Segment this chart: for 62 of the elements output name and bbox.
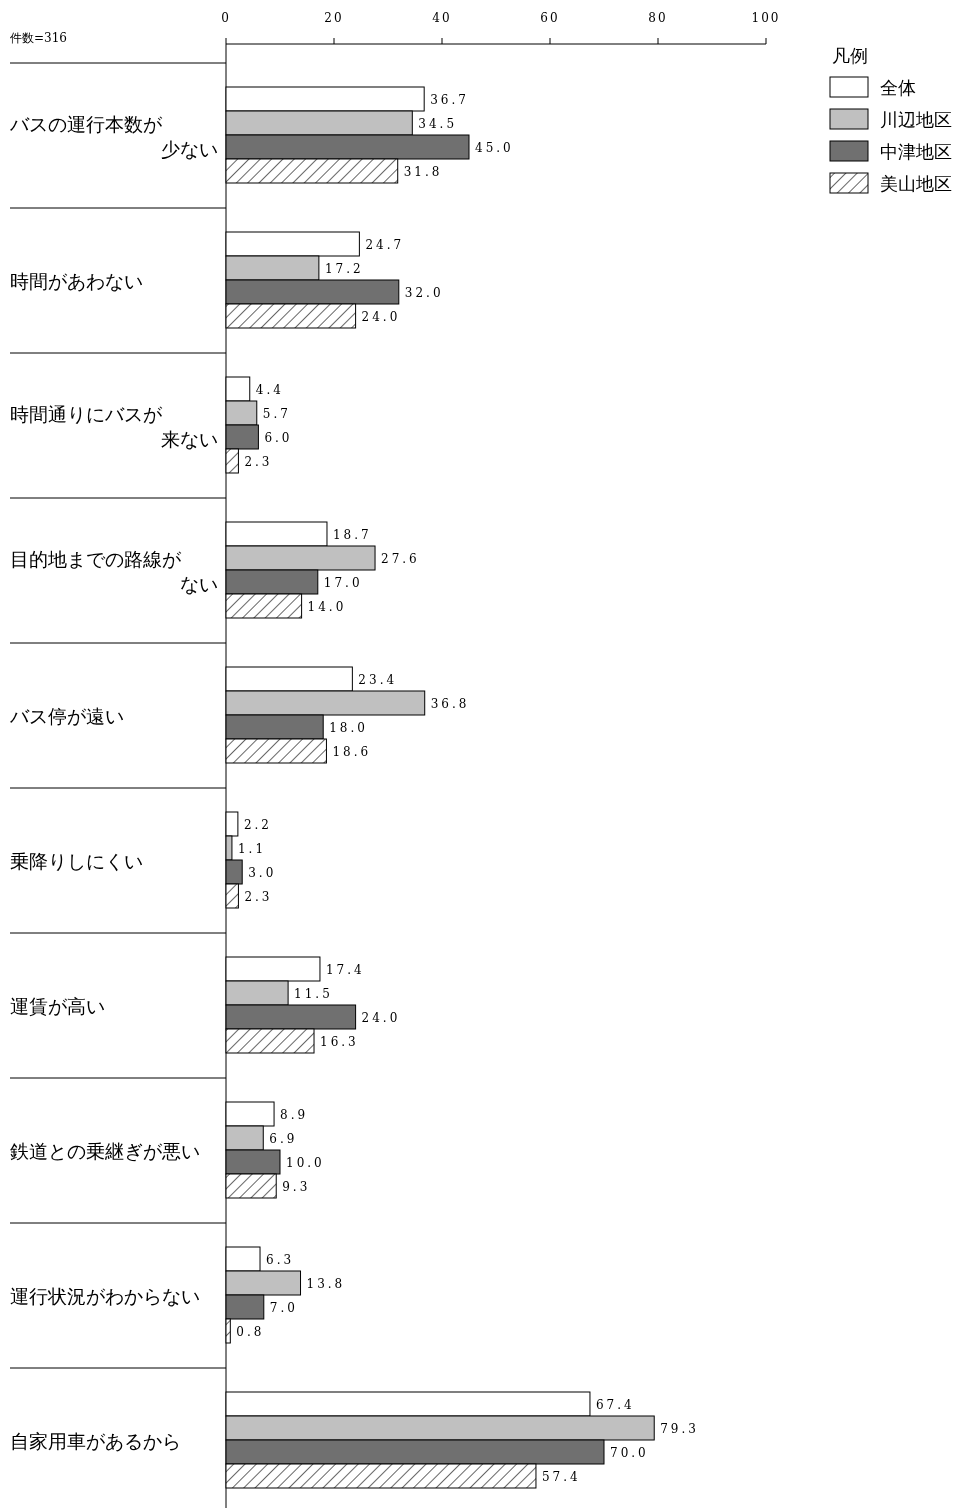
category-label: 目的地までの路線がない	[10, 547, 218, 595]
data-label: 6.3	[266, 1253, 295, 1267]
x-tick-label: 40	[432, 11, 452, 25]
text: 件数=316	[10, 31, 67, 45]
data-label: 9.3	[282, 1180, 311, 1194]
data-label: 34.5	[418, 117, 458, 131]
data-label: 18.6	[332, 745, 372, 759]
data-label: 67.4	[595, 1398, 635, 1412]
category-label: バスの運行本数が少ない	[10, 112, 218, 160]
legend-label: 中津地区	[880, 141, 952, 162]
data-label: 6.9	[269, 1132, 298, 1146]
category-label: 自家用車があるから	[10, 1429, 181, 1452]
data-label: 32.0	[404, 286, 444, 300]
data-label: 14.0	[307, 600, 347, 614]
data-label: 10.0	[286, 1156, 325, 1170]
data-label: 36.7	[430, 93, 469, 107]
x-tick-label: 60	[540, 11, 560, 25]
data-label: 16.3	[320, 1035, 359, 1049]
category-label: 鉄道との乗継ぎが悪い	[10, 1139, 200, 1162]
data-label: 1.1	[237, 842, 267, 856]
data-label: 27.6	[381, 552, 420, 566]
data-label: 3.0	[248, 866, 277, 880]
x-tick-label: 100	[751, 11, 781, 25]
data-label: 13.8	[306, 1277, 346, 1291]
data-label: 17.0	[323, 576, 363, 590]
data-label: 6.0	[264, 431, 293, 445]
data-label: 24.0	[361, 1011, 401, 1025]
x-tick-label: 80	[648, 11, 668, 25]
data-label: 2.3	[244, 455, 273, 469]
data-label: 11.5	[294, 987, 333, 1001]
data-label: 79.3	[660, 1422, 699, 1436]
data-label: 57.4	[541, 1470, 581, 1484]
category-label: 時間通りにバスが来ない	[10, 402, 218, 450]
category-label: 運行状況がわからない	[10, 1284, 200, 1307]
data-label: 2.3	[244, 890, 273, 904]
data-label: 5.7	[262, 407, 291, 421]
data-label: 17.2	[324, 262, 364, 276]
data-label: 45.0	[475, 141, 514, 155]
legend-label: 川辺地区	[880, 109, 952, 130]
data-label: 17.4	[325, 963, 365, 977]
data-label: 8.9	[280, 1108, 309, 1122]
data-label: 18.7	[332, 528, 372, 542]
data-label: 0.8	[236, 1325, 265, 1339]
data-label: 70.0	[610, 1446, 649, 1460]
legend-title: 凡例	[832, 45, 868, 66]
data-label: 24.0	[361, 310, 401, 324]
category-label: 時間があわない	[10, 269, 143, 292]
legend-label: 全体	[880, 77, 916, 98]
x-tick-label: 0	[221, 11, 231, 25]
data-label: 24.7	[365, 238, 405, 252]
data-label: 36.8	[430, 697, 470, 711]
data-label: 18.0	[329, 721, 368, 735]
category-label: バス停が遠い	[10, 704, 124, 727]
data-label: 4.4	[255, 383, 284, 397]
category-label: 乗降りしにくい	[10, 849, 143, 872]
data-label: 23.4	[358, 673, 398, 687]
data-label: 2.2	[243, 818, 272, 832]
data-label: 7.0	[269, 1301, 298, 1315]
legend-label: 美山地区	[880, 173, 952, 194]
category-label: 運賃が高い	[10, 994, 105, 1017]
data-label: 31.8	[403, 165, 443, 179]
x-tick-label: 20	[324, 11, 344, 25]
